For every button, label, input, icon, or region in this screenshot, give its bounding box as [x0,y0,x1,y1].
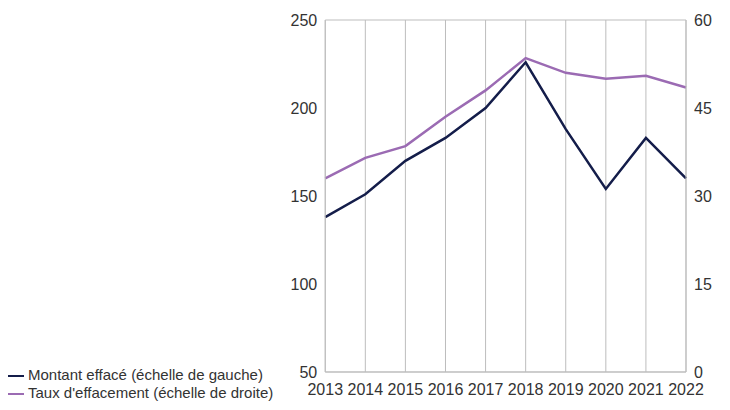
svg-text:60: 60 [694,12,712,29]
svg-text:2015: 2015 [388,381,424,398]
svg-text:2022: 2022 [668,381,704,398]
svg-text:2016: 2016 [428,381,464,398]
svg-text:2020: 2020 [588,381,624,398]
svg-text:250: 250 [291,12,318,29]
svg-text:50: 50 [299,364,317,381]
svg-text:2021: 2021 [628,381,664,398]
svg-text:30: 30 [694,188,712,205]
svg-text:15: 15 [694,276,712,293]
svg-text:2018: 2018 [508,381,544,398]
svg-text:2013: 2013 [307,381,343,398]
svg-text:100: 100 [291,276,318,293]
svg-text:150: 150 [291,188,318,205]
svg-text:2017: 2017 [468,381,504,398]
html-text:Montant effacé (échelle de gau: Montant effacé (échelle de gauche) [28,365,263,383]
svg-text:0: 0 [694,364,703,381]
svg-text:45: 45 [694,100,712,117]
svg-text:200: 200 [291,100,318,117]
html-text:Taux d'effacement (échelle de: Taux d'effacement (échelle de droite) [28,384,274,401]
svg-text:2014: 2014 [348,381,384,398]
svg-text:2019: 2019 [548,381,584,398]
